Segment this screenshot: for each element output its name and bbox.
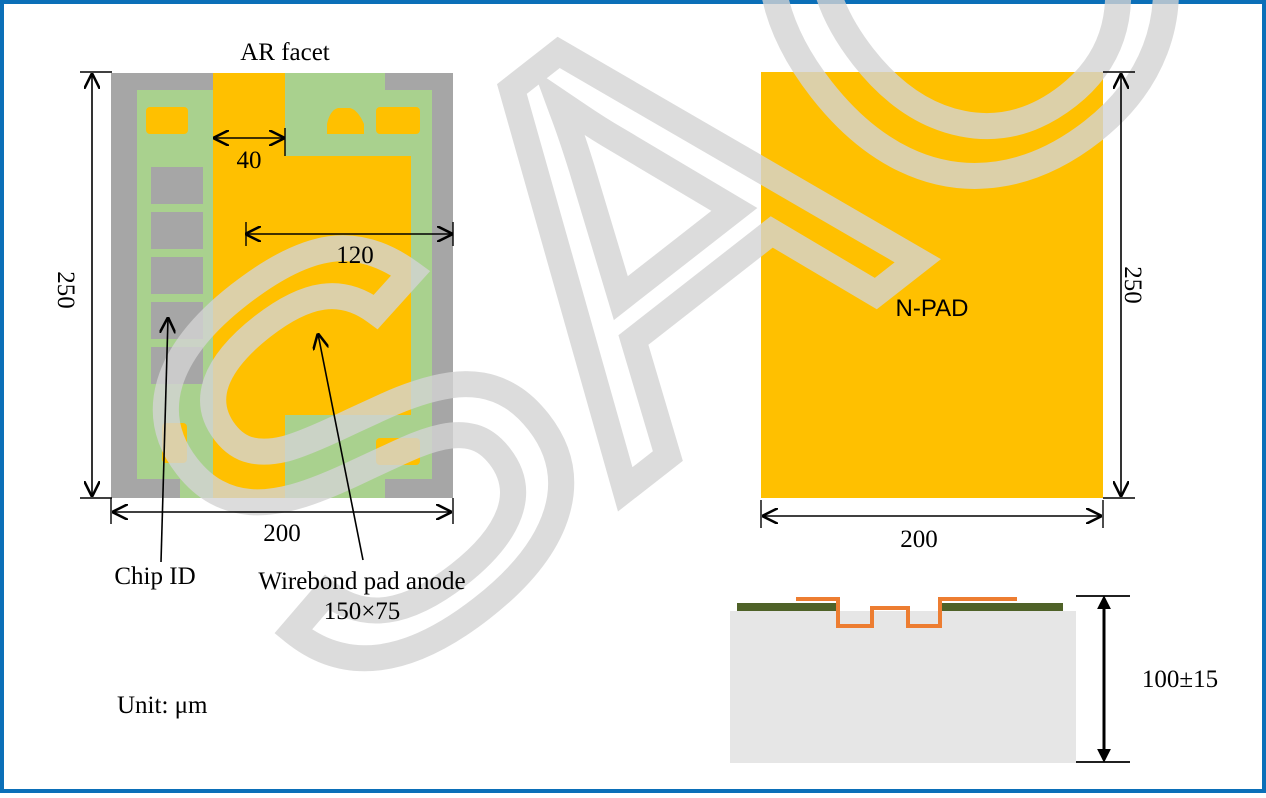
wirebond-pad-anode — [213, 73, 411, 498]
dark-green-left — [737, 603, 837, 611]
anode-label-line1: Wirebond pad anode — [258, 568, 465, 595]
dim-250-label: 250 — [52, 271, 79, 309]
gold-pad-top-right — [376, 107, 420, 134]
chip-id-square-1 — [151, 167, 203, 204]
chip-green-layer — [137, 73, 385, 90]
gold-pad-top-mid — [327, 108, 364, 134]
dark-green-right — [940, 603, 1063, 611]
orange-metal-trace — [796, 597, 1017, 628]
np-250-label: 250 — [1119, 266, 1146, 304]
unit-label: Unit: μm — [117, 692, 208, 719]
gold-pad-bottom-left — [162, 423, 187, 463]
np-200-label: 200 — [900, 526, 938, 553]
ar-facet-label: AR facet — [240, 39, 330, 66]
dim-120-label: 120 — [336, 242, 374, 269]
chip-id-leader — [161, 318, 168, 563]
chip-id-square-2 — [151, 212, 203, 249]
n-pad-label: N-PAD — [896, 295, 969, 322]
cross-section — [730, 597, 1076, 763]
dim-200-label: 200 — [263, 520, 301, 547]
anode-leader — [318, 334, 364, 561]
n-pad — [761, 72, 1103, 498]
chip-id-square-5 — [151, 347, 203, 384]
top-view-chip — [111, 73, 453, 498]
cs-thickness-label: 100±15 — [1142, 666, 1218, 693]
chip-id-label: Chip ID — [114, 563, 195, 590]
gold-pad-bottom-right — [376, 438, 420, 465]
gold-pad-top-left — [146, 107, 188, 134]
anode-label-line2: 150×75 — [324, 598, 401, 625]
dim-40-label: 40 — [237, 147, 262, 174]
chip-id-square-3 — [151, 257, 203, 294]
substrate — [730, 611, 1076, 763]
